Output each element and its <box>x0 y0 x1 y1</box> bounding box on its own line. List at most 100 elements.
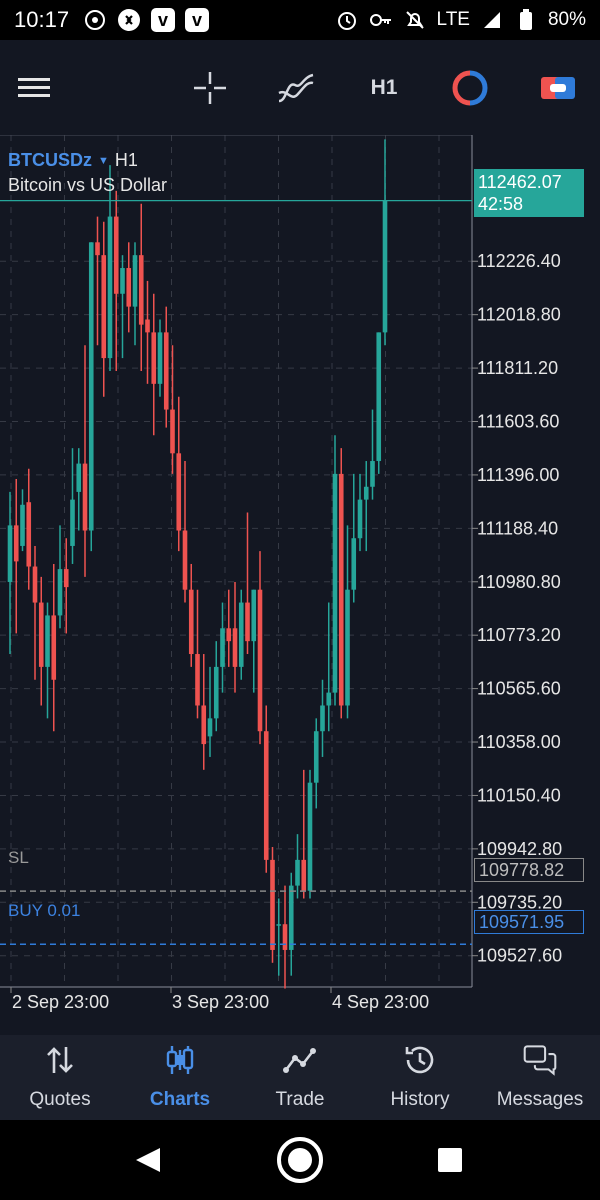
v-app-icon: v <box>151 8 176 32</box>
back-icon[interactable] <box>136 1148 160 1172</box>
price-tick-label: 109735.20 <box>477 892 562 912</box>
candle-body <box>113 216 119 294</box>
candle-body <box>307 782 313 891</box>
candle-body <box>238 602 244 667</box>
candle-body <box>201 705 207 745</box>
candle-body <box>82 463 88 531</box>
menu-icon[interactable] <box>16 68 52 108</box>
nav-trade[interactable]: Trade <box>240 1035 360 1120</box>
candle-body <box>157 332 163 384</box>
current-price: 112462.07 <box>478 172 562 192</box>
candle-body <box>295 859 300 886</box>
candle-body <box>20 504 25 546</box>
candle-body <box>63 569 69 588</box>
buy-price-tag[interactable]: 109571.95 <box>474 910 584 934</box>
time-tick-label: 3 Sep 23:00 <box>172 992 269 1012</box>
candle-body <box>207 718 213 737</box>
crosshair-icon[interactable] <box>190 68 230 108</box>
candle-countdown: 42:58 <box>478 194 524 214</box>
candle-body <box>38 602 44 667</box>
candle-body <box>170 409 175 454</box>
candle-body <box>245 602 250 642</box>
candle-body <box>70 499 75 546</box>
chart-background <box>0 135 600 1035</box>
network-type: LTE <box>436 9 470 30</box>
candle-body <box>270 859 275 950</box>
candle-body <box>120 268 125 294</box>
candle-body <box>26 502 32 567</box>
candle-body <box>232 628 238 667</box>
trade-line-icon <box>283 1043 317 1077</box>
status-right: LTE 80% <box>335 8 586 32</box>
nav-label: Messages <box>496 1089 584 1110</box>
system-navigation-bar <box>0 1120 600 1200</box>
candle-body <box>126 268 132 307</box>
candle-body <box>226 628 232 642</box>
buy-line-label[interactable]: BUY 0.01 <box>8 901 81 920</box>
chart-timeframe: H1 <box>114 150 138 170</box>
nav-quotes[interactable]: Quotes <box>0 1035 120 1120</box>
candle-body <box>338 473 344 706</box>
candle-body <box>138 255 144 325</box>
candle-body <box>326 692 332 706</box>
price-tick-label: 111811.20 <box>477 358 558 378</box>
candle-body <box>313 731 319 783</box>
candle-body <box>363 486 369 500</box>
v-app-icon: v <box>185 8 210 32</box>
candle-body <box>188 589 194 655</box>
candle-body <box>132 255 138 307</box>
candle-body <box>345 589 350 706</box>
status-bar: 10:17 v v LTE 80% <box>0 0 600 40</box>
price-tick-label: 112226.40 <box>477 251 561 271</box>
candle-body <box>288 885 294 950</box>
signal-icon <box>480 8 504 32</box>
indicators-icon[interactable] <box>276 68 316 108</box>
messages-icon <box>523 1043 557 1077</box>
candle-body <box>51 615 57 680</box>
nav-label: Charts <box>149 1089 211 1110</box>
price-tick-label: 111603.60 <box>477 412 559 432</box>
crypto-app-icon <box>83 8 107 32</box>
candle-body <box>163 332 169 410</box>
price-tick-label: 110150.40 <box>477 785 561 805</box>
battery-icon <box>514 8 538 32</box>
quotes-arrows-icon <box>43 1043 77 1077</box>
candle-body <box>282 924 288 950</box>
candle-body <box>101 255 107 359</box>
nav-history[interactable]: History <box>360 1035 480 1120</box>
trade-cycle-icon[interactable] <box>450 68 490 108</box>
one-click-trading-icon[interactable] <box>536 68 580 108</box>
time-tick-label: 2 Sep 23:00 <box>12 992 109 1012</box>
price-tick-label: 110773.20 <box>477 625 561 645</box>
timeframe-button[interactable]: H1 <box>362 68 406 108</box>
symbol-name: BTCUSDz <box>8 150 92 170</box>
price-tick-label: 109527.60 <box>477 946 562 966</box>
price-tick-label: 111188.40 <box>477 518 558 538</box>
candle-body <box>382 200 388 333</box>
history-clock-icon <box>403 1043 437 1077</box>
candle-body <box>220 628 225 667</box>
price-tick-label: 110358.00 <box>477 732 561 752</box>
nav-messages[interactable]: Messages <box>480 1035 600 1120</box>
shazam-icon <box>117 8 141 32</box>
price-tick-label: 110980.80 <box>477 572 561 592</box>
candlestick-icon <box>163 1043 197 1077</box>
symbol-selector[interactable]: BTCUSDz ▼ H1 <box>8 150 138 171</box>
candle-body <box>45 615 50 667</box>
candle-body <box>32 566 38 603</box>
candle-body <box>57 569 63 616</box>
nav-label: Trade <box>275 1089 325 1110</box>
sl-price-tag[interactable]: 109778.82 <box>474 858 584 882</box>
bottom-navigation: Quotes Charts Trade History Messages <box>0 1035 600 1120</box>
recents-icon[interactable] <box>438 1148 462 1172</box>
candle-body <box>320 705 325 732</box>
nav-charts[interactable]: Charts <box>120 1035 240 1120</box>
home-icon[interactable] <box>277 1137 323 1183</box>
sl-line-label[interactable]: SL <box>8 848 29 867</box>
candlestick-chart[interactable]: 112226.40 112018.80 111811.20 111603.60 1113… <box>0 135 600 1035</box>
chart-area[interactable]: 112226.40 112018.80 111811.20 111603.60 1113… <box>0 135 600 1035</box>
nav-label: Quotes <box>29 1089 91 1110</box>
mute-icon <box>403 8 427 32</box>
nav-label: History <box>390 1089 450 1110</box>
price-tick-label: 111396.00 <box>477 465 559 485</box>
